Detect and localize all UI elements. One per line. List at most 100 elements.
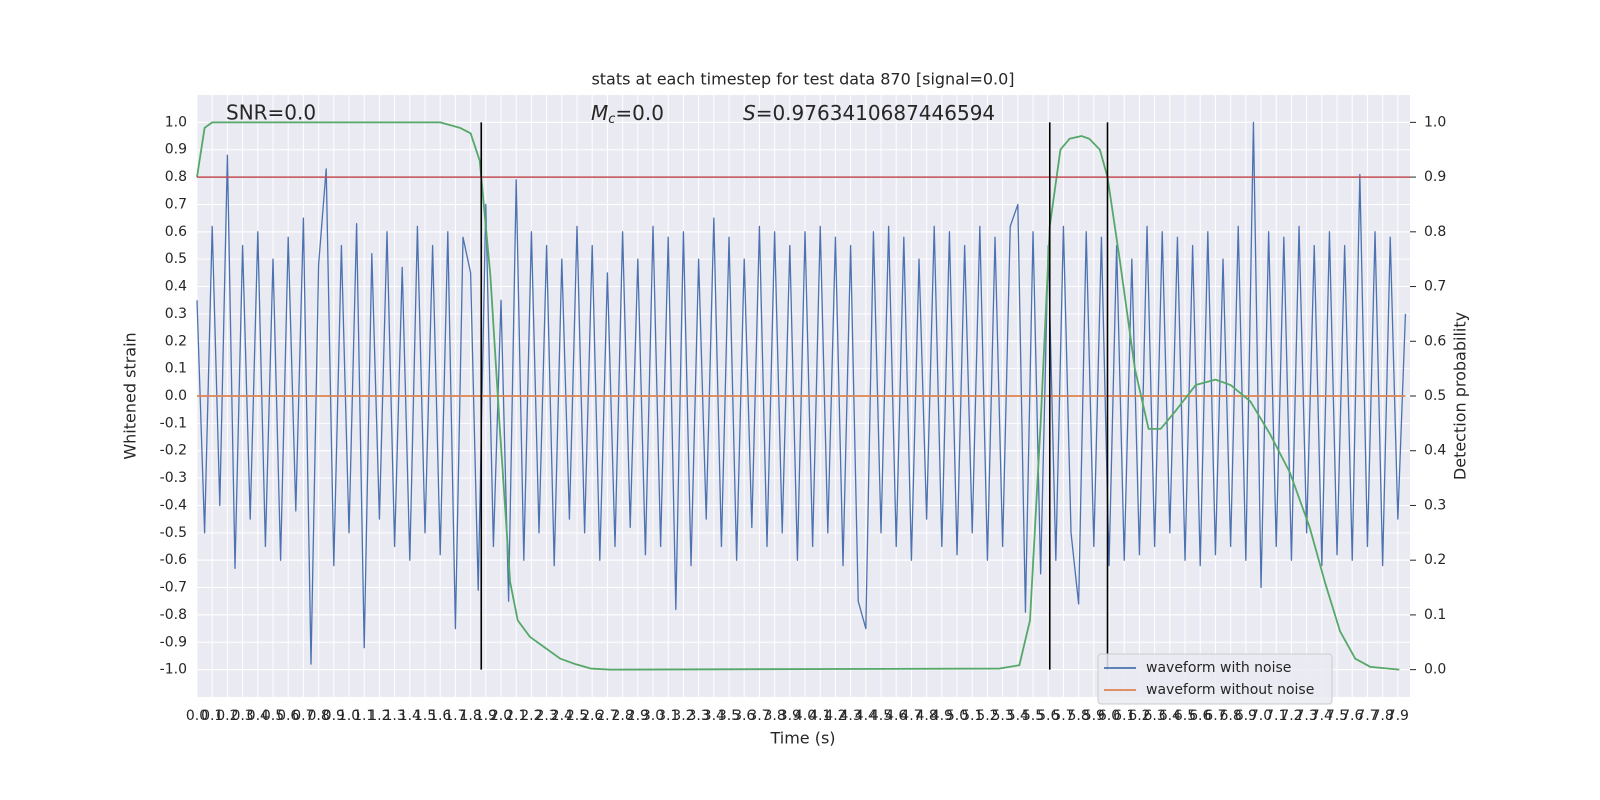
x-tick-label: 3.3: [687, 708, 709, 724]
annotation-symbol: S: [743, 101, 756, 125]
x-tick-label: 0.1: [201, 708, 223, 724]
x-tick-label: 1.2: [368, 708, 390, 724]
y-tick-label: -0.2: [160, 443, 187, 459]
x-tick-label: 7.8: [1372, 708, 1394, 724]
x-tick-label: 4.0: [794, 708, 816, 724]
legend-box: [1097, 653, 1333, 705]
x-tick-label: 4.2: [824, 708, 846, 724]
x-axis-label: Time (s): [769, 729, 835, 748]
x-tick-label: 2.9: [627, 708, 649, 724]
x-tick-label: 5.3: [991, 708, 1013, 724]
x-tick-label: 0.5: [262, 708, 284, 724]
y2-tick-label: 0.7: [1424, 279, 1446, 295]
x-tick-label: 1.1: [353, 708, 375, 724]
y-tick-label: 0.8: [165, 169, 187, 185]
x-tick-label: 1.4: [399, 708, 421, 724]
x-tick-label: 7.6: [1341, 708, 1363, 724]
y-tick-label: -0.8: [160, 607, 187, 623]
x-tick-label: 2.1: [505, 708, 527, 724]
x-tick-label: 0.0: [186, 708, 208, 724]
x-tick-label: 4.8: [915, 708, 937, 724]
x-tick-label: 3.7: [748, 708, 770, 724]
x-tick-label: 4.5: [870, 708, 892, 724]
y-tick-label: 0.7: [165, 196, 187, 212]
x-tick-label: 2.5: [566, 708, 588, 724]
y-tick-label: -0.4: [160, 497, 187, 513]
y2-tick-label: 0.4: [1424, 443, 1446, 459]
y2-tick-label: 0.6: [1424, 333, 1446, 349]
legend: waveform with noise waveform without nois…: [1097, 653, 1333, 705]
y-tick-label: -0.7: [160, 580, 187, 596]
x-tick-label: 5.8: [1067, 708, 1089, 724]
marks: [196, 121, 1410, 671]
y-tick-label: 0.3: [165, 306, 187, 322]
y-tick-label: -0.3: [160, 470, 187, 486]
x-tick-label: 0.6: [277, 708, 299, 724]
chart-title: stats at each timestep for test data 870…: [591, 70, 1014, 89]
x-tick-label: 7.3: [1296, 708, 1318, 724]
x-tick-label: 5.1: [961, 708, 983, 724]
x-tick-label: 1.7: [444, 708, 466, 724]
x-tick-label: 7.2: [1280, 708, 1302, 724]
y-tick-label: -0.5: [160, 525, 187, 541]
x-tick-label: 0.4: [247, 708, 269, 724]
x-tick-label: 6.2: [1128, 708, 1150, 724]
x-tick-label: 6.3: [1143, 708, 1165, 724]
y2-tick-label: 0.9: [1424, 169, 1446, 185]
x-tick-label: 0.3: [231, 708, 253, 724]
x-tick-label: 6.9: [1235, 708, 1257, 724]
y-tick-label: 0.5: [165, 251, 187, 267]
x-tick-label: 6.1: [1113, 708, 1135, 724]
x-tick-label: 6.6: [1189, 708, 1211, 724]
x-tick-label: 1.0: [338, 708, 360, 724]
x-tick-label: 5.7: [1052, 708, 1074, 724]
x-tick-label: 0.8: [307, 708, 329, 724]
x-tick-label: 3.0: [642, 708, 664, 724]
x-tick-label: 0.9: [323, 708, 345, 724]
y-tick-label: 0.4: [165, 279, 187, 295]
x-tick-label: 0.7: [292, 708, 314, 724]
y-tick-label: 0.0: [165, 388, 187, 404]
y-tick-label: 0.1: [165, 361, 187, 377]
x-tick-label: 3.1: [657, 708, 679, 724]
y-tick-label: 0.2: [165, 333, 187, 349]
y-tick-label: 1.0: [165, 114, 187, 130]
y2-tick-label: 0.3: [1424, 497, 1446, 513]
x-tick-label: 1.3: [383, 708, 405, 724]
x-tick-label: 4.3: [839, 708, 861, 724]
y2-tick-label: 0.0: [1424, 662, 1446, 678]
x-tick-label: 6.8: [1220, 708, 1242, 724]
x-tick-label: 2.3: [535, 708, 557, 724]
axes: 0.00.10.20.30.40.50.60.70.80.91.01.11.21…: [160, 114, 1447, 724]
x-tick-label: 2.0: [490, 708, 512, 724]
x-tick-label: 3.6: [733, 708, 755, 724]
x-tick-label: 5.5: [1022, 708, 1044, 724]
series-line: [196, 121, 1400, 671]
x-tick-label: 5.6: [1037, 708, 1059, 724]
x-tick-label: 7.4: [1311, 708, 1333, 724]
annotation: Mc=0.0: [591, 101, 664, 127]
x-tick-label: 3.9: [779, 708, 801, 724]
y-tick-label: 0.6: [165, 224, 187, 240]
x-tick-label: 2.8: [611, 708, 633, 724]
x-tick-label: 6.4: [1159, 708, 1181, 724]
annotation-text: =0.9763410687446594: [756, 101, 995, 125]
x-tick-label: 1.6: [429, 708, 451, 724]
x-tick-label: 2.4: [551, 708, 573, 724]
x-tick-label: 5.2: [976, 708, 998, 724]
annotation-symbol: M: [591, 101, 608, 125]
y-tick-label: -0.9: [160, 634, 187, 650]
x-tick-label: 2.6: [581, 708, 603, 724]
x-tick-label: 5.9: [1083, 708, 1105, 724]
x-tick-label: 7.9: [1387, 708, 1409, 724]
y-tick-label: -1.0: [160, 662, 187, 678]
annotation: SNR=0.0: [226, 101, 316, 125]
annotation: S=0.9763410687446594: [743, 101, 995, 125]
y-tick-label: 0.9: [165, 142, 187, 158]
x-tick-label: 7.7: [1356, 708, 1378, 724]
legend-label: waveform with noise: [1146, 660, 1291, 676]
x-tick-label: 4.7: [900, 708, 922, 724]
y-axis-label: Whitened strain: [121, 332, 140, 459]
x-tick-label: 4.4: [855, 708, 877, 724]
